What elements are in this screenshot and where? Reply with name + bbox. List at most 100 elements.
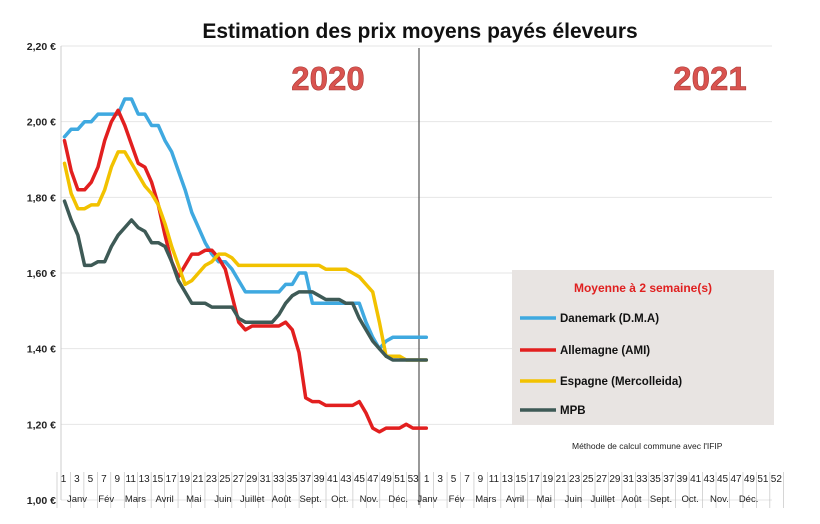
- x-tick-label: 3: [74, 474, 80, 485]
- month-label: Mai: [537, 494, 552, 505]
- month-label: Août: [622, 494, 642, 505]
- month-label: Mai: [186, 494, 201, 505]
- legend-label: Allemagne (AMI): [560, 345, 650, 357]
- month-label: Fév: [449, 494, 465, 505]
- month-label: Juin: [565, 494, 582, 505]
- y-tick-label: 1,60 €: [27, 268, 56, 280]
- month-label: Mars: [475, 494, 496, 505]
- series-lines: [62, 97, 429, 434]
- series-line-2: [62, 108, 429, 434]
- month-label: Oct.: [681, 494, 698, 505]
- x-tick-label: 25: [582, 474, 594, 485]
- x-tick-label: 35: [650, 474, 662, 485]
- series-line-4: [62, 199, 429, 362]
- x-tick-label: 17: [166, 474, 178, 485]
- x-tick-label: 45: [354, 474, 366, 485]
- month-label: Oct.: [331, 494, 348, 505]
- month-label: Janv: [417, 494, 437, 505]
- x-tick-label: 11: [489, 474, 500, 485]
- y-tick-label: 1,20 €: [27, 419, 56, 431]
- x-tick-label: 43: [340, 474, 352, 485]
- year-label-2021: 2021: [673, 60, 746, 97]
- y-tick-label: 1,80 €: [27, 192, 56, 204]
- x-tick-label: 27: [233, 474, 245, 485]
- x-tick-label: 39: [677, 474, 689, 485]
- x-tick-label: 31: [260, 474, 272, 485]
- x-tick-label: 5: [88, 474, 94, 485]
- x-tick-label: 23: [206, 474, 218, 485]
- x-tick-label: 43: [704, 474, 716, 485]
- month-label: Janv: [67, 494, 87, 505]
- month-label: Juin: [214, 494, 231, 505]
- month-label: Mars: [125, 494, 146, 505]
- month-label: Fév: [98, 494, 114, 505]
- y-axis: 2,20 € 2,00 € 1,80 € 1,60 € 1,40 € 1,20 € 1,00…: [27, 41, 62, 507]
- y-tick-label: 2,20 €: [27, 41, 56, 53]
- x-tick-label: 33: [636, 474, 648, 485]
- x-tick-label: 9: [478, 474, 484, 485]
- x-tick-label: 35: [287, 474, 299, 485]
- y-tick-label: 1,00 €: [27, 495, 56, 507]
- x-tick-label: 7: [101, 474, 107, 485]
- x-tick-label: 49: [744, 474, 756, 485]
- x-tick-label: 47: [730, 474, 742, 485]
- method-note: Méthode de calcul commune avec l'IFIP: [572, 441, 723, 451]
- year-label-2020: 2020: [291, 60, 364, 97]
- legend-title: Moyenne à 2 semaine(s): [574, 281, 712, 295]
- x-tick-label: 19: [179, 474, 191, 485]
- y-tick-label: 1,40 €: [27, 344, 56, 356]
- month-label: Sept.: [300, 494, 322, 505]
- month-label: Sept.: [650, 494, 672, 505]
- legend-label: Danemark (D.M.A): [560, 313, 659, 325]
- x-tick-label: 1: [61, 474, 67, 485]
- month-label: Nov.: [710, 494, 729, 505]
- x-axis: 1 3 5 7 9 11 13 15 17 19 21 23 25 27 29 31 33 35 37 39 41 43 4…: [56, 472, 784, 508]
- x-tick-label: 53: [408, 474, 420, 485]
- month-label: Avril: [155, 494, 173, 505]
- x-tick-label: 1: [424, 474, 430, 485]
- x-tick-label: 29: [609, 474, 621, 485]
- x-tick-label: 13: [139, 474, 151, 485]
- x-tick-label: 15: [515, 474, 527, 485]
- x-tick-label: 41: [327, 474, 339, 485]
- y-tick-label: 2,00 €: [27, 117, 56, 129]
- x-tick-label: 15: [152, 474, 164, 485]
- month-label: Déc.: [739, 494, 759, 505]
- x-tick-label: 29: [246, 474, 258, 485]
- x-tick-label: 41: [690, 474, 702, 485]
- x-tick-label: 25: [219, 474, 231, 485]
- x-tick-label: 39: [313, 474, 325, 485]
- month-label: Juillet: [590, 494, 615, 505]
- x-tick-label: 51: [757, 474, 769, 485]
- legend-label: MPB: [560, 405, 586, 417]
- series-line-1: [62, 97, 429, 351]
- x-tick-label: 37: [300, 474, 312, 485]
- month-label: Déc.: [388, 494, 408, 505]
- x-tick-label: 3: [437, 474, 443, 485]
- x-tick-label: 31: [623, 474, 635, 485]
- x-tick-label: 7: [464, 474, 470, 485]
- month-label: Juillet: [240, 494, 265, 505]
- chart-title: Estimation des prix moyens payés éleveur…: [202, 20, 637, 43]
- x-tick-label: 33: [273, 474, 285, 485]
- legend: Moyenne à 2 semaine(s) Danemark (D.M.A) A…: [512, 270, 774, 425]
- x-tick-label: 19: [542, 474, 554, 485]
- series-line-3: [62, 150, 429, 362]
- legend-items: Danemark (D.M.A) Allemagne (AMI) Espagne (…: [520, 313, 682, 417]
- x-tick-label: 11: [126, 474, 137, 485]
- x-tick-label: 45: [717, 474, 729, 485]
- month-label: Nov.: [360, 494, 379, 505]
- x-tick-label: 51: [394, 474, 406, 485]
- legend-background: [512, 270, 774, 425]
- x-tick-label: 47: [367, 474, 379, 485]
- x-tick-label: 21: [556, 474, 568, 485]
- x-tick-label: 5: [451, 474, 457, 485]
- legend-label: Espagne (Mercolleida): [560, 376, 682, 388]
- x-tick-label: 9: [115, 474, 121, 485]
- x-tick-label: 17: [529, 474, 541, 485]
- month-label: Août: [272, 494, 292, 505]
- x-tick-label: 52: [771, 474, 783, 485]
- x-tick-label: 23: [569, 474, 581, 485]
- x-tick-label: 13: [502, 474, 514, 485]
